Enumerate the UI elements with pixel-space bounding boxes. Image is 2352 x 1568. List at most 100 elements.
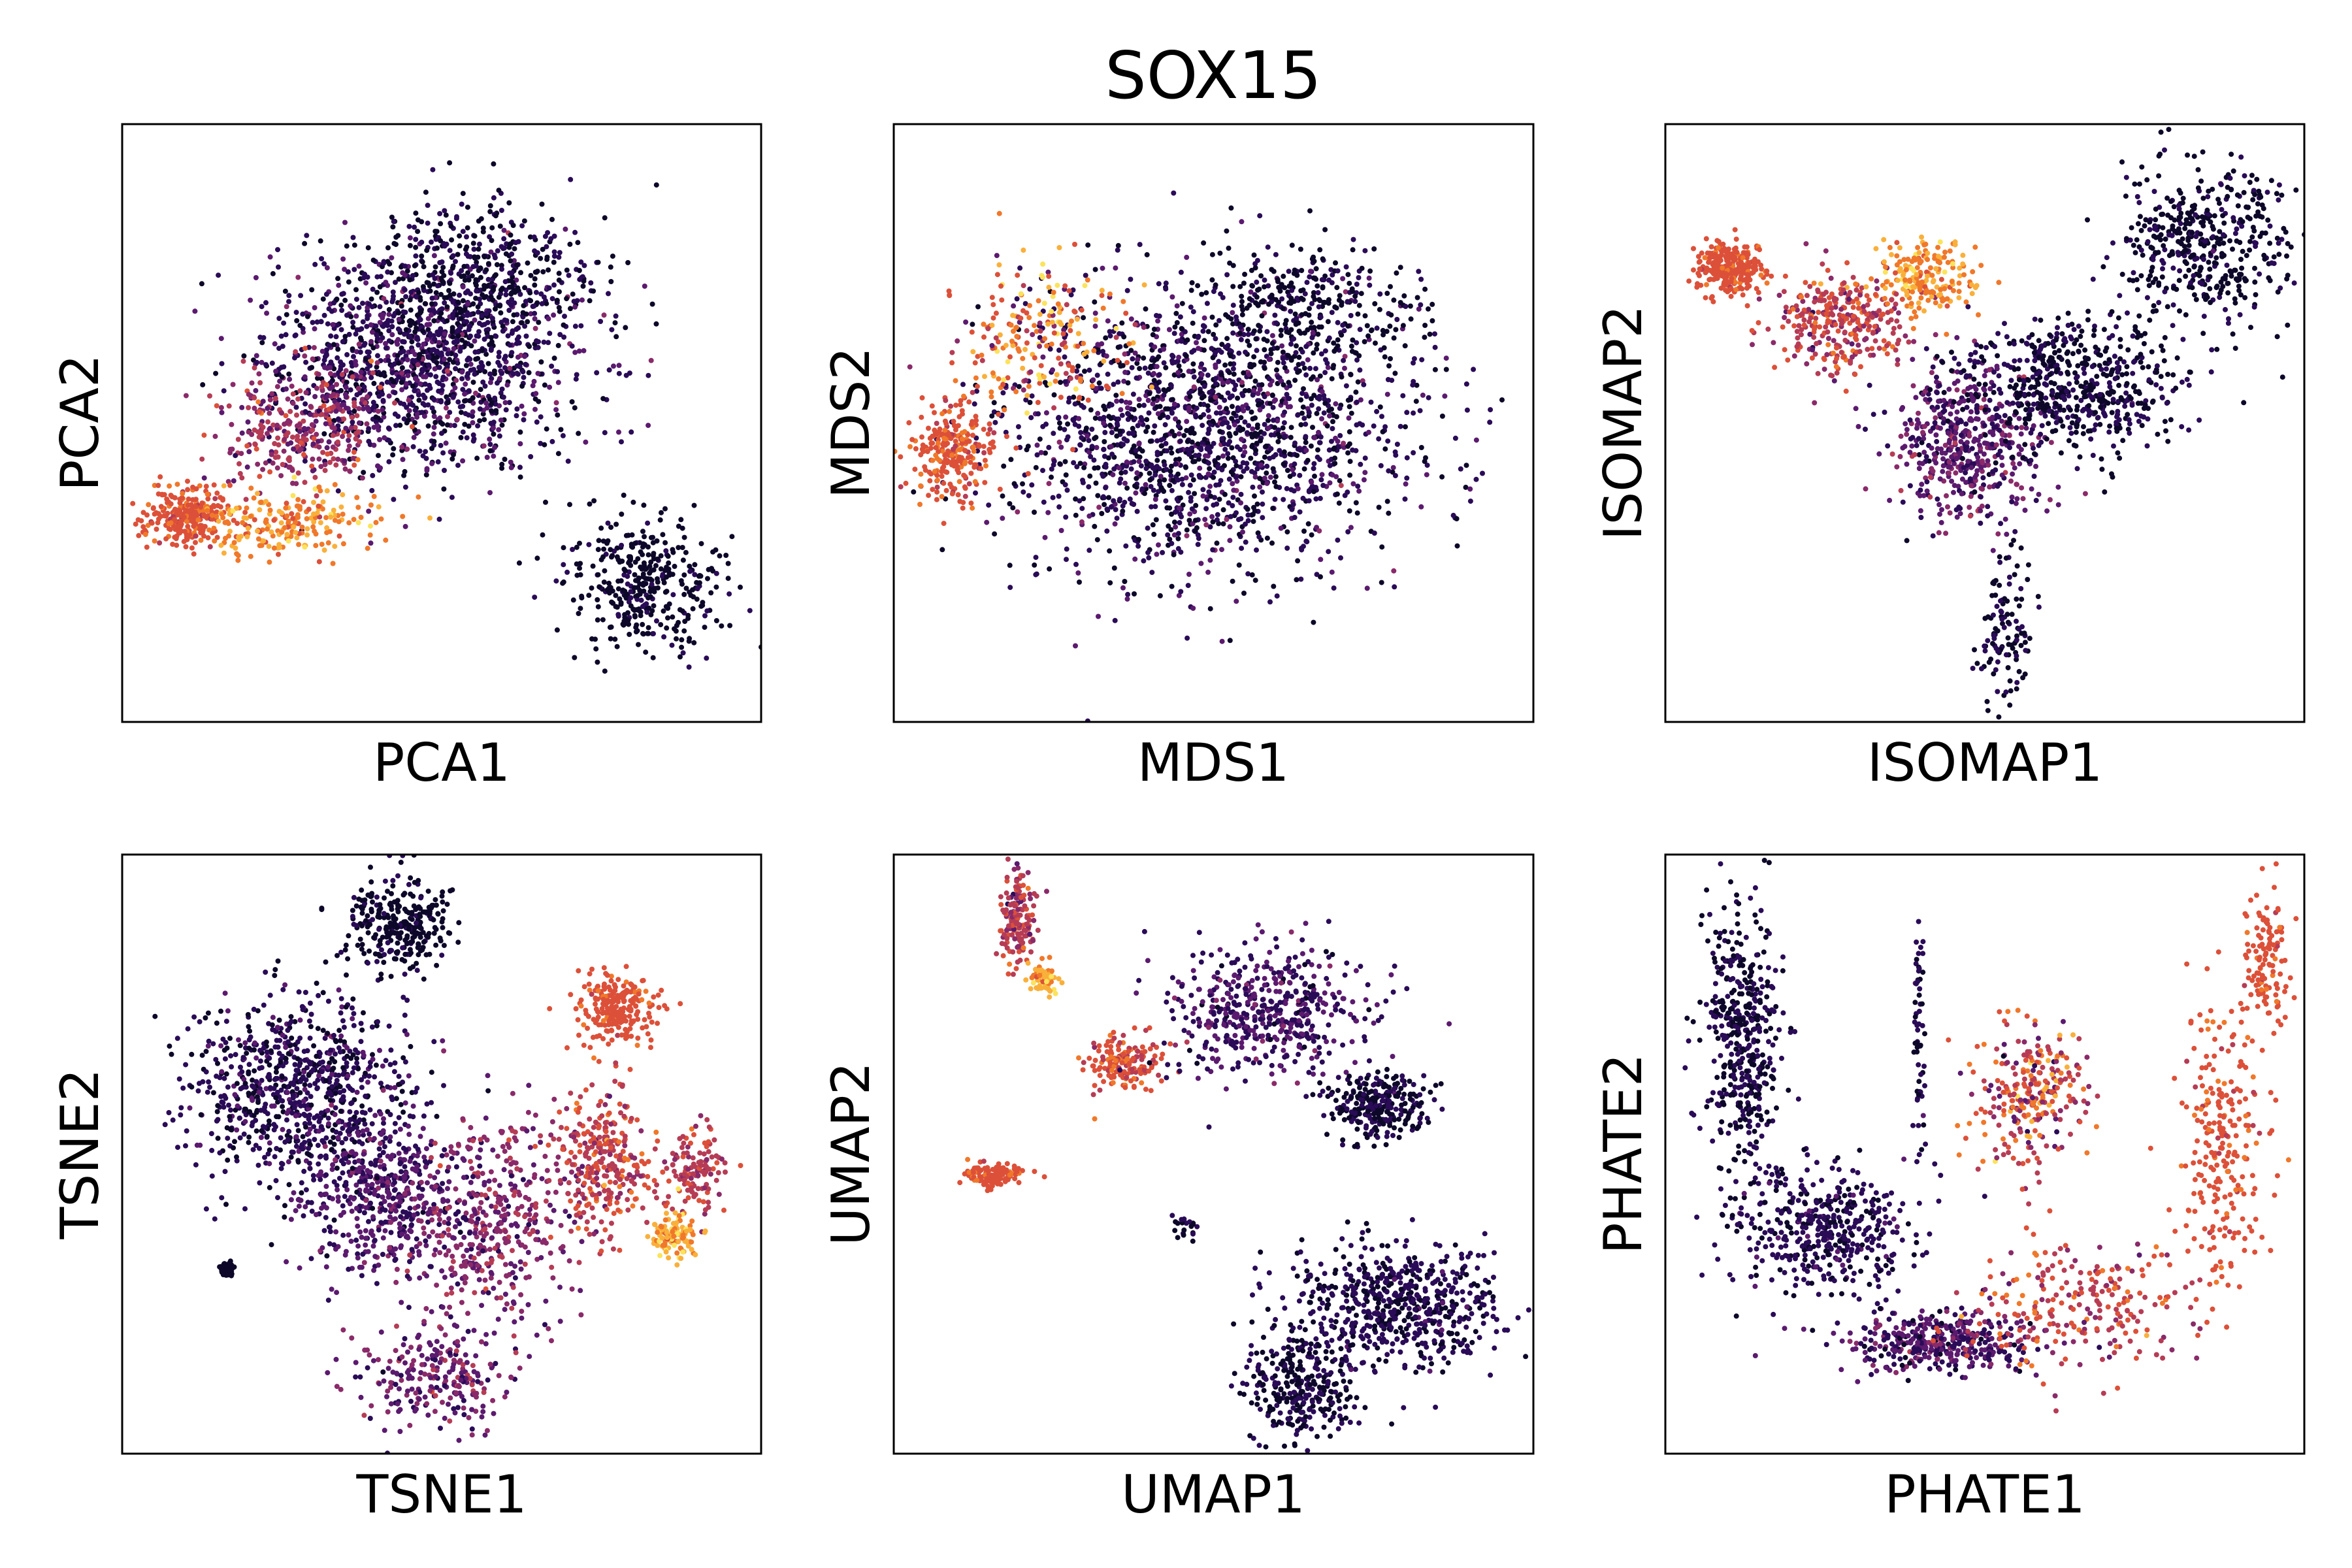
mds-point bbox=[1171, 532, 1177, 538]
mds-point bbox=[1284, 546, 1290, 551]
pca-point bbox=[619, 512, 625, 517]
mds-point bbox=[1118, 476, 1124, 482]
pca-point bbox=[399, 303, 404, 309]
pca-point bbox=[205, 535, 211, 541]
mds-point bbox=[1119, 320, 1125, 326]
mds-point bbox=[973, 462, 979, 468]
mds-point bbox=[1036, 411, 1041, 417]
pca-point bbox=[302, 353, 308, 359]
pca-point bbox=[649, 301, 655, 307]
pca-point bbox=[499, 422, 505, 428]
pca-point bbox=[629, 544, 634, 549]
pca-point bbox=[464, 435, 470, 441]
pca-point bbox=[685, 613, 691, 618]
pca-point bbox=[257, 543, 263, 549]
mds-point bbox=[1329, 569, 1335, 575]
pca-point bbox=[385, 353, 391, 359]
mds-point bbox=[1145, 397, 1151, 403]
pca-point bbox=[349, 414, 355, 420]
mds-point bbox=[1366, 429, 1371, 435]
pca-point bbox=[542, 442, 547, 448]
pca-point bbox=[267, 508, 273, 513]
pca-point bbox=[500, 323, 506, 329]
pca-point bbox=[563, 226, 568, 232]
pca-point bbox=[330, 322, 336, 327]
mds-point bbox=[1402, 496, 1408, 502]
pca-point bbox=[444, 304, 450, 310]
mds-point bbox=[1129, 365, 1135, 370]
pca-point bbox=[521, 417, 527, 423]
pca-point bbox=[316, 559, 322, 564]
pca-point bbox=[180, 491, 186, 497]
pca-point bbox=[661, 634, 667, 640]
pca-point bbox=[561, 562, 566, 568]
pca-point bbox=[468, 312, 474, 318]
pca-point bbox=[433, 264, 438, 270]
pca-point bbox=[536, 319, 542, 325]
mds-point bbox=[1238, 415, 1244, 421]
pca-point bbox=[403, 327, 409, 333]
mds-point bbox=[1335, 337, 1341, 343]
mds-point bbox=[1042, 534, 1048, 540]
mds-point bbox=[1168, 473, 1174, 478]
pca-point bbox=[314, 510, 320, 516]
pca-point bbox=[370, 472, 376, 478]
mds-point bbox=[1001, 463, 1007, 469]
mds-point bbox=[1228, 514, 1233, 519]
mds-point bbox=[1366, 275, 1372, 281]
mds-point bbox=[1112, 617, 1118, 623]
pca-point bbox=[446, 287, 451, 293]
pca-point bbox=[538, 255, 544, 261]
mds-point bbox=[1327, 463, 1333, 468]
mds-point bbox=[1266, 357, 1272, 362]
pca-point bbox=[286, 299, 291, 304]
pca-point bbox=[442, 295, 448, 301]
pca-point bbox=[704, 608, 710, 614]
mds-point bbox=[1224, 272, 1230, 278]
pca-point bbox=[365, 245, 371, 251]
pca-point bbox=[211, 482, 217, 488]
mds-point bbox=[1239, 219, 1245, 225]
pca-point bbox=[457, 306, 463, 312]
pca-point bbox=[464, 374, 470, 380]
pca-point bbox=[343, 394, 349, 400]
pca-point bbox=[425, 387, 430, 393]
mds-point bbox=[1062, 482, 1068, 487]
pca-point bbox=[390, 383, 396, 389]
mds-point bbox=[1354, 357, 1360, 363]
pca-point bbox=[517, 465, 523, 470]
mds-point bbox=[1272, 497, 1278, 502]
pca-point bbox=[448, 223, 454, 229]
mds-point bbox=[1116, 465, 1122, 471]
pca-point bbox=[239, 475, 245, 481]
mds-point bbox=[1065, 421, 1071, 427]
pca-point bbox=[214, 490, 220, 496]
mds-point bbox=[1217, 404, 1222, 410]
mds-point bbox=[1245, 571, 1251, 577]
pca-point bbox=[293, 310, 299, 316]
mds-point bbox=[1250, 519, 1256, 525]
pca-point bbox=[455, 333, 461, 339]
mds-point bbox=[1252, 578, 1258, 583]
pca-point bbox=[155, 491, 161, 497]
mds-point bbox=[1213, 394, 1218, 400]
mds-point bbox=[1241, 370, 1247, 376]
mds-point bbox=[1114, 433, 1120, 439]
pca-point bbox=[254, 359, 260, 365]
mds-point bbox=[1075, 363, 1081, 369]
pca-point bbox=[226, 533, 232, 539]
mds-point bbox=[912, 466, 918, 472]
pca-point bbox=[269, 391, 275, 397]
mds-point bbox=[1130, 425, 1135, 431]
pca-point bbox=[623, 568, 629, 574]
mds-point bbox=[1056, 420, 1062, 426]
pca-point bbox=[201, 433, 207, 438]
mds-point bbox=[1239, 546, 1245, 551]
pca-point bbox=[463, 411, 468, 417]
pca-point bbox=[460, 429, 466, 435]
pca-point bbox=[496, 188, 502, 193]
mds-point bbox=[947, 482, 953, 487]
mds-point bbox=[1305, 457, 1311, 463]
pca-point bbox=[479, 313, 485, 318]
pca-point bbox=[369, 329, 375, 335]
